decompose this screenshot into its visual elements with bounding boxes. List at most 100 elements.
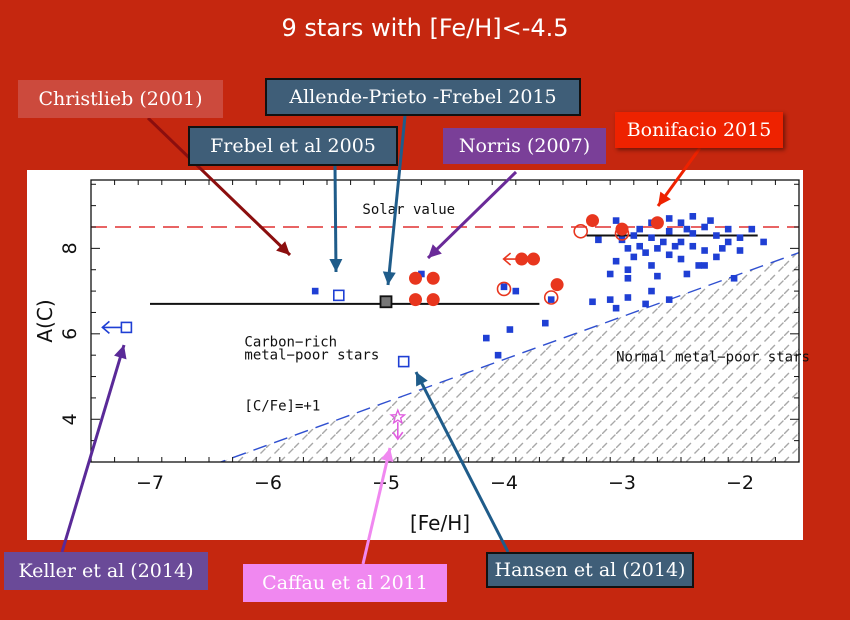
- data-point: [665, 227, 673, 235]
- data-point: [624, 274, 632, 282]
- data-point: [665, 296, 673, 303]
- data-point: [614, 226, 630, 241]
- data-point: [730, 274, 738, 282]
- y-tick-label: 4: [59, 413, 81, 425]
- upper-limit-arrow-head: [502, 252, 512, 266]
- normal-region-hatch: [150, 252, 799, 462]
- data-point: [760, 238, 767, 246]
- data-point: [409, 271, 422, 285]
- data-point: [724, 225, 732, 233]
- data-point: [707, 217, 714, 224]
- data-point: [589, 298, 596, 306]
- cfe-line: [218, 251, 799, 462]
- data-point: [636, 242, 643, 250]
- data-point: [683, 225, 691, 233]
- data-point: [677, 255, 685, 263]
- data-point: [665, 251, 673, 259]
- annotation-carbon_rich_1: Carbon−rich: [244, 335, 337, 351]
- data-point: [612, 304, 620, 312]
- data-point: [648, 287, 655, 295]
- data-point: [636, 225, 643, 233]
- data-point: [543, 290, 559, 305]
- data-point: [483, 334, 490, 342]
- data-point: [500, 283, 508, 291]
- data-point: [547, 296, 555, 303]
- data-point: [724, 238, 732, 246]
- callout-norris: Norris (2007): [443, 128, 606, 164]
- data-point: [654, 245, 661, 252]
- callout-christlieb: Christlieb (2001): [18, 80, 223, 118]
- data-point: [542, 319, 549, 327]
- data-point: [630, 232, 638, 239]
- data-point: [409, 293, 422, 307]
- data-point: [379, 295, 393, 309]
- callout-arrowhead-allende: [382, 271, 396, 285]
- data-point: [736, 234, 744, 241]
- data-point: [689, 242, 697, 250]
- callout-arrow-frebel: [333, 165, 338, 273]
- data-point: [654, 272, 661, 280]
- axes: −7 −6 −5 −4 −3 −2 4 6 8 [Fe/H] A(C): [33, 179, 800, 535]
- callout-arrowhead-norris: [428, 244, 442, 258]
- data-point: [736, 247, 744, 254]
- data-point: [550, 278, 564, 292]
- callout-arrowhead-keller: [114, 345, 127, 360]
- data-point: [612, 217, 620, 224]
- data-point: [311, 287, 319, 295]
- annotation-normal: Normal metal−poor stars: [616, 350, 810, 366]
- data-point: [665, 215, 673, 222]
- data-point: [389, 408, 407, 425]
- data-point: [606, 270, 614, 278]
- data-point: [713, 232, 720, 239]
- data-point: [494, 351, 502, 359]
- callout-arrow-caffau: [361, 447, 392, 565]
- x-tick-label: −5: [372, 472, 400, 494]
- data-point: [624, 294, 632, 301]
- callout-arrow-christlieb: [146, 116, 292, 257]
- callout-bonifacio: Bonifacio 2015: [615, 112, 783, 148]
- callout-arrowhead-caffau: [380, 448, 394, 463]
- data-point: [683, 270, 691, 278]
- callout-arrow-norris: [426, 170, 518, 260]
- callout-allende: Allende-Prieto -Frebel 2015: [265, 78, 581, 116]
- y-tick-label: 8: [59, 242, 81, 254]
- data-point: [426, 293, 440, 307]
- data-point: [630, 253, 638, 261]
- data-point: [748, 225, 756, 233]
- callout-arrowhead-bonifacio: [658, 191, 671, 206]
- annotation-carbon_rich_2: metal−poor stars: [244, 347, 379, 363]
- callout-keller: Keller et al (2014): [4, 552, 208, 590]
- data-point: [418, 270, 425, 278]
- callout-arrows: [60, 115, 702, 565]
- annotation-cfe: [C/Fe]=+1: [244, 399, 320, 415]
- data-point: [701, 223, 708, 231]
- callout-frebel: Frebel et al 2005: [188, 126, 398, 166]
- data-point: [586, 214, 599, 228]
- data-point: [512, 287, 520, 295]
- data-point: [624, 266, 632, 274]
- upper-limit-arrow-head: [392, 431, 404, 441]
- data-point: [677, 219, 685, 227]
- data-point: [701, 247, 708, 254]
- data-point: [648, 234, 655, 241]
- callout-hansen: Hansen et al (2014): [486, 552, 694, 588]
- data-point: [650, 216, 664, 230]
- data-point: [496, 281, 512, 297]
- x-tick-label: −6: [254, 472, 282, 494]
- callout-arrowhead-christlieb: [276, 241, 290, 255]
- data-point: [606, 296, 614, 303]
- data-point: [648, 262, 655, 269]
- data-point: [701, 262, 708, 269]
- data-point: [642, 249, 649, 256]
- data-point: [677, 238, 685, 246]
- callout-arrow-allende: [386, 115, 407, 286]
- data-point: [397, 355, 410, 368]
- y-axis-label: A(C): [33, 299, 57, 342]
- data-point: [642, 300, 649, 308]
- annotation-solar: Solar value: [362, 202, 455, 218]
- data-point: [719, 245, 726, 252]
- upper-limit-arrow-head: [101, 320, 110, 335]
- data-point: [506, 326, 514, 333]
